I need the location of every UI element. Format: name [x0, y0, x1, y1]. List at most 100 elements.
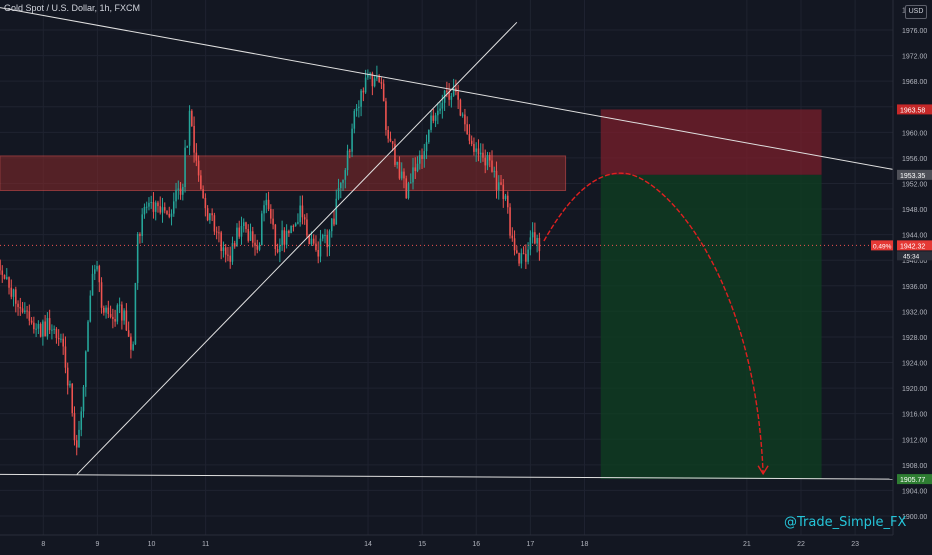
candle-body [299, 205, 301, 223]
candle [378, 74, 380, 83]
candle [84, 350, 87, 397]
candle-body [98, 266, 101, 283]
candle-body [186, 145, 189, 148]
candle-body [288, 231, 290, 234]
candle-body [172, 201, 175, 214]
candle [507, 191, 509, 214]
candle [351, 123, 353, 158]
candle-body [432, 115, 435, 121]
candle-body [84, 351, 87, 387]
candle-body [91, 273, 94, 296]
candle-body [527, 249, 529, 262]
currency-badge[interactable]: USD [905, 5, 927, 19]
candle [141, 208, 143, 243]
price-tag-stop-text: 1963.58 [900, 107, 925, 114]
candle-body [229, 255, 231, 262]
candle [222, 241, 225, 258]
candle-body [330, 218, 333, 232]
candle-body [448, 91, 450, 100]
candle-body [319, 238, 322, 257]
time-axis-background [0, 535, 932, 550]
candle [148, 197, 150, 211]
candle [303, 214, 306, 225]
candle [12, 288, 15, 307]
candle [396, 161, 398, 169]
candle-body [466, 124, 468, 135]
candle-body [416, 163, 419, 172]
candle [197, 155, 200, 182]
candle [475, 142, 477, 162]
candle [89, 290, 92, 323]
candle [297, 213, 299, 225]
candle [488, 152, 491, 168]
candle [21, 301, 24, 314]
candle-body [403, 171, 405, 179]
candle-body [376, 75, 378, 79]
candle [98, 264, 101, 293]
candle-body [290, 225, 292, 234]
candle [491, 150, 493, 173]
candle-body [30, 320, 33, 323]
candle [96, 260, 98, 272]
price-tick-label: 1944.00 [902, 233, 927, 240]
candle [457, 84, 459, 109]
candle [227, 246, 229, 262]
candle [184, 139, 186, 193]
candle [8, 276, 10, 295]
candle-body [457, 91, 459, 100]
candle-body [39, 323, 42, 337]
candle-body [468, 134, 471, 141]
resistance-zone [0, 155, 567, 192]
candle [191, 109, 193, 127]
symbol-title[interactable]: Gold Spot / U.S. Dollar, 1h, FXCM [4, 3, 141, 13]
candle [321, 233, 324, 242]
candle-body [188, 110, 191, 146]
candle-body [89, 295, 92, 322]
candle [516, 245, 518, 254]
candle-body [141, 214, 143, 236]
candle-body [459, 99, 462, 116]
candle-body [46, 318, 49, 337]
price-tick-label: 1948.00 [902, 207, 927, 214]
candle [504, 193, 507, 201]
candle [466, 116, 468, 135]
candle-body [333, 218, 335, 225]
candle-body [236, 227, 238, 247]
candle [209, 213, 211, 224]
candle-body [60, 338, 62, 340]
candle [358, 100, 360, 118]
candle [127, 321, 130, 337]
candle [26, 305, 28, 319]
candle-body [200, 175, 202, 190]
candle [238, 220, 241, 239]
candle [477, 139, 480, 162]
change-badge-text: 0.49% [873, 243, 892, 250]
candle [224, 243, 227, 263]
candle [42, 319, 44, 346]
candle [324, 228, 326, 244]
candle [168, 206, 171, 219]
candle [337, 178, 340, 201]
candle [256, 239, 259, 254]
descending-trendline [0, 7, 894, 170]
candle-body [242, 222, 245, 227]
candle-body [529, 237, 532, 250]
candle-body [450, 95, 453, 100]
candle [468, 124, 471, 145]
price-tick-label: 1968.00 [902, 79, 927, 86]
candle-body [121, 304, 123, 321]
candle [134, 282, 137, 346]
candle [328, 229, 331, 257]
candle-body [227, 254, 229, 256]
candle-body [274, 224, 277, 250]
candle-body [184, 147, 186, 187]
candle-body [346, 150, 349, 171]
candle-body [351, 128, 353, 152]
candle [114, 309, 116, 327]
candle [294, 222, 297, 227]
take-profit-zone [600, 174, 822, 480]
candle-body [177, 188, 180, 190]
candle [428, 129, 430, 144]
